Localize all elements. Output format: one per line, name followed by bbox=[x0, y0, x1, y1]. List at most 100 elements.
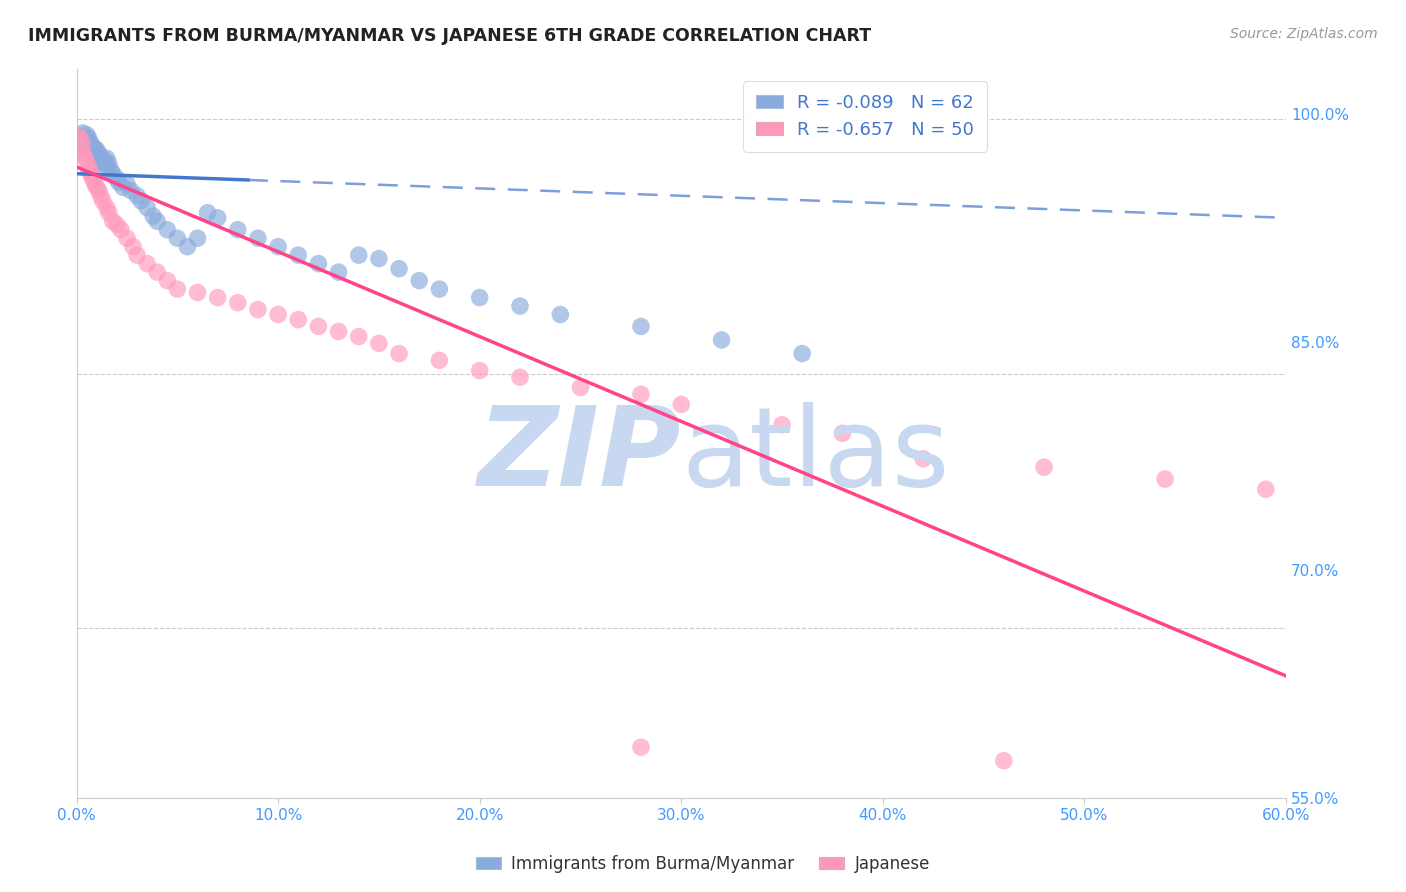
Point bbox=[246, 231, 269, 245]
Text: IMMIGRANTS FROM BURMA/MYANMAR VS JAPANESE 6TH GRADE CORRELATION CHART: IMMIGRANTS FROM BURMA/MYANMAR VS JAPANES… bbox=[28, 27, 872, 45]
Point bbox=[367, 252, 389, 266]
Text: Source: ZipAtlas.com: Source: ZipAtlas.com bbox=[1230, 27, 1378, 41]
Point bbox=[97, 205, 120, 219]
Point bbox=[77, 160, 100, 174]
Point bbox=[287, 248, 309, 262]
Point bbox=[100, 163, 122, 178]
Point bbox=[86, 180, 108, 194]
Point bbox=[912, 451, 935, 466]
Point bbox=[105, 218, 128, 232]
Point bbox=[77, 141, 100, 155]
Point bbox=[146, 214, 169, 228]
Point bbox=[125, 188, 148, 202]
Point bbox=[76, 139, 98, 153]
Point bbox=[76, 128, 98, 142]
Point bbox=[307, 319, 329, 334]
Point bbox=[831, 426, 853, 441]
Point bbox=[630, 387, 652, 401]
Point bbox=[82, 139, 104, 153]
Point bbox=[207, 291, 229, 305]
Point bbox=[86, 154, 108, 169]
Point bbox=[91, 194, 114, 208]
Point bbox=[307, 257, 329, 271]
Point bbox=[72, 137, 94, 152]
Point bbox=[69, 133, 91, 147]
Point bbox=[72, 146, 94, 161]
Point bbox=[710, 333, 733, 347]
Point bbox=[96, 152, 118, 166]
Point bbox=[125, 248, 148, 262]
Point bbox=[630, 319, 652, 334]
Point bbox=[388, 261, 411, 276]
Point bbox=[87, 156, 110, 170]
Point bbox=[550, 308, 572, 322]
Point bbox=[328, 325, 350, 339]
Point bbox=[101, 167, 124, 181]
Point bbox=[67, 129, 90, 144]
Point bbox=[90, 188, 112, 202]
Text: ZIP: ZIP bbox=[478, 401, 682, 508]
Point bbox=[186, 285, 208, 300]
Point bbox=[367, 336, 389, 351]
Point bbox=[110, 223, 132, 237]
Point bbox=[408, 274, 430, 288]
Point bbox=[146, 265, 169, 279]
Point bbox=[468, 291, 491, 305]
Point bbox=[1154, 472, 1177, 486]
Point bbox=[197, 205, 219, 219]
Point bbox=[287, 312, 309, 326]
Point bbox=[94, 154, 117, 169]
Legend: R = -0.089   N = 62, R = -0.657   N = 50: R = -0.089 N = 62, R = -0.657 N = 50 bbox=[742, 81, 987, 152]
Point bbox=[67, 129, 90, 144]
Point bbox=[156, 223, 179, 237]
Point bbox=[328, 265, 350, 279]
Point bbox=[97, 156, 120, 170]
Point bbox=[166, 282, 188, 296]
Point bbox=[77, 163, 100, 178]
Point bbox=[630, 740, 652, 755]
Point bbox=[105, 171, 128, 186]
Point bbox=[509, 299, 531, 313]
Point bbox=[136, 201, 159, 215]
Point bbox=[136, 257, 159, 271]
Point bbox=[671, 397, 693, 411]
Point bbox=[267, 308, 290, 322]
Point bbox=[82, 171, 104, 186]
Point bbox=[72, 126, 94, 140]
Point bbox=[120, 184, 142, 198]
Point bbox=[76, 133, 98, 147]
Point bbox=[569, 380, 592, 394]
Point bbox=[186, 231, 208, 245]
Point bbox=[468, 363, 491, 377]
Point bbox=[79, 167, 101, 181]
Point bbox=[73, 143, 96, 157]
Point bbox=[129, 194, 152, 208]
Point bbox=[72, 137, 94, 152]
Point bbox=[1033, 460, 1056, 475]
Point bbox=[77, 131, 100, 145]
Point bbox=[267, 240, 290, 254]
Point bbox=[429, 353, 451, 368]
Point bbox=[108, 175, 131, 189]
Point bbox=[86, 143, 108, 157]
Legend: Immigrants from Burma/Myanmar, Japanese: Immigrants from Burma/Myanmar, Japanese bbox=[470, 848, 936, 880]
Point bbox=[226, 295, 249, 310]
Point bbox=[993, 754, 1015, 768]
Point bbox=[82, 148, 104, 162]
Point bbox=[509, 370, 531, 384]
Point bbox=[96, 201, 118, 215]
Point bbox=[79, 136, 101, 151]
Point bbox=[115, 177, 138, 191]
Point bbox=[388, 346, 411, 360]
Point bbox=[226, 223, 249, 237]
Point bbox=[96, 160, 118, 174]
Point bbox=[176, 240, 198, 254]
Point bbox=[115, 231, 138, 245]
Point bbox=[79, 145, 101, 159]
Point bbox=[91, 153, 114, 168]
Point bbox=[87, 146, 110, 161]
Point bbox=[83, 177, 105, 191]
Point bbox=[83, 141, 105, 155]
Point bbox=[1254, 483, 1277, 497]
Point bbox=[792, 346, 814, 360]
